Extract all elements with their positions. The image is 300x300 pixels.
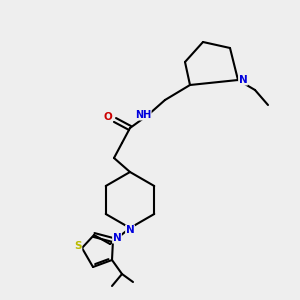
Text: S: S [74, 241, 82, 251]
Text: N: N [112, 233, 122, 243]
Text: N: N [238, 75, 247, 85]
Text: O: O [103, 112, 112, 122]
Text: NH: NH [135, 110, 151, 120]
Text: N: N [126, 225, 134, 235]
